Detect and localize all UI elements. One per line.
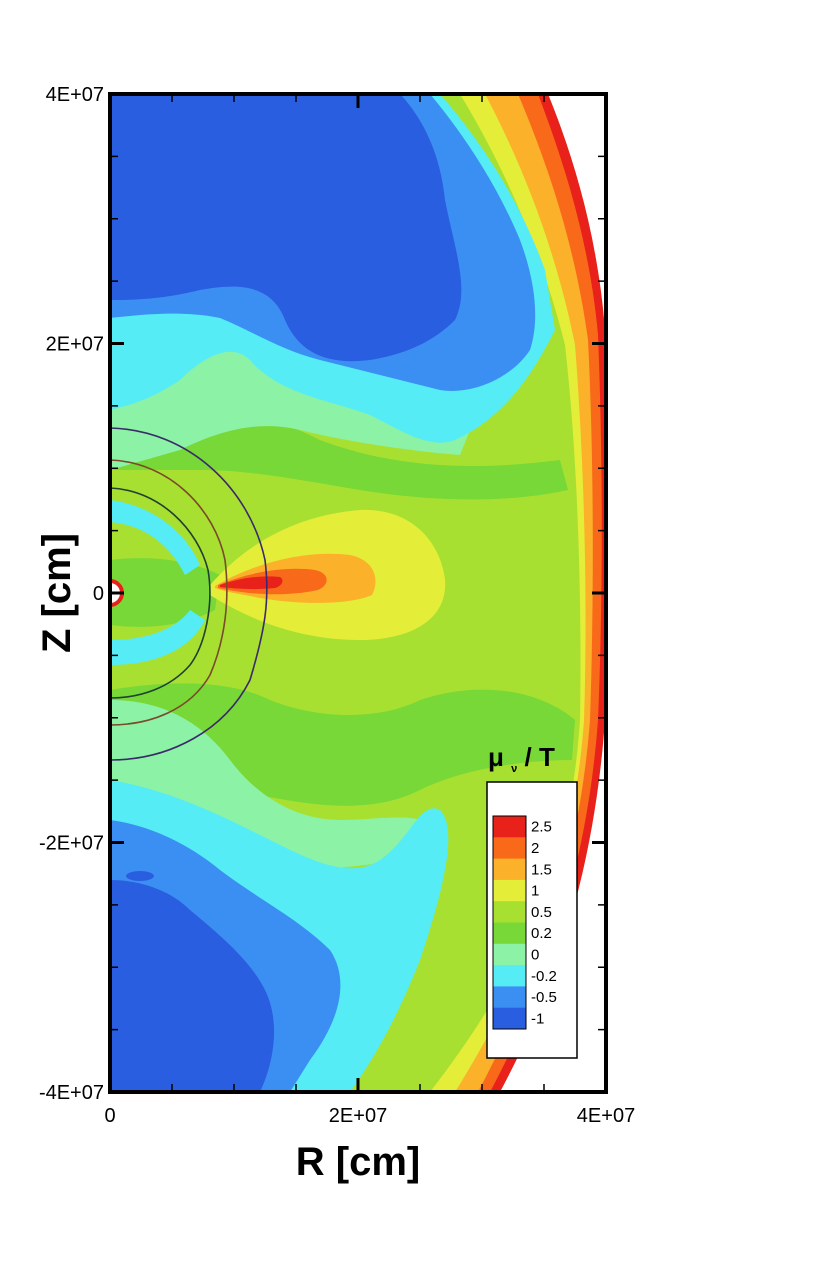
cyan-ring-lower [110,610,205,665]
axis-ticks [108,92,608,1094]
legend-swatch [493,901,526,923]
legend-swatch [493,922,526,945]
small-blue-spot [126,871,154,881]
legend-swatch [493,943,526,966]
deep-blue-region-lower [110,880,275,1092]
legend-swatch [493,858,526,881]
legend-title: μ ν / T [488,742,555,778]
legend-title-rest: / T [525,742,555,772]
x-tick-label: 4E+07 [577,1105,635,1127]
legend-swatch-frame [492,815,527,1030]
contour-line-inner [110,487,211,699]
y-tick-label: -2E+07 [39,833,104,855]
green-band-mid [110,558,220,627]
legend-swatch [493,879,526,902]
legend-swatch [493,837,526,860]
deep-blue-region-upper [110,94,462,362]
y-tick-label: -4E+07 [39,1082,104,1104]
legend-level-label: 0.5 [531,904,552,921]
axis-tick-labels: 0 2E+07 4E+07 4E+07 2E+07 0 -2E+07 -4E+07 [39,84,635,1127]
x-tick-label: 2E+07 [329,1105,387,1127]
x-tick-label: 0 [104,1105,115,1127]
y-tick-label: 4E+07 [46,84,104,106]
cyan-ring-inner [110,500,200,575]
legend-level-label: 0.2 [531,925,552,942]
legend-swatch [493,965,526,987]
y-tick-label: 2E+07 [46,334,104,356]
x-axis-title: R [cm] [296,1140,420,1184]
legend-level-label: 2.5 [531,819,552,836]
y-tick-label: 0 [93,583,104,605]
legend-level-label: -1 [531,1010,544,1027]
legend-level-label: -0.2 [531,968,557,985]
legend-swatch [493,986,526,1009]
contour-line-outer [110,427,268,761]
legend-swatch [493,816,526,838]
contour-line-middle [110,459,228,726]
legend-level-label: -0.5 [531,989,557,1006]
legend-level-label: 0 [531,946,539,963]
y-axis-title: Z [cm] [35,533,79,653]
legend-title-subscript: ν [511,763,517,775]
legend-swatches: 2.5 2 1.5 1 0.5 0.2 0 -0.2 -0.5 -1 [492,815,557,1030]
legend-level-label: 2 [531,840,539,857]
legend-level-label: 1.5 [531,861,552,878]
legend-swatch [493,1007,526,1030]
colorbar-legend: μ ν / T 2.5 2 1.5 1 0.5 0.2 0 -0.2 -0.5 -1 [486,742,578,1059]
legend-title-mu: μ [488,742,504,772]
contour-field [110,94,606,1092]
legend-level-label: 1 [531,883,539,900]
